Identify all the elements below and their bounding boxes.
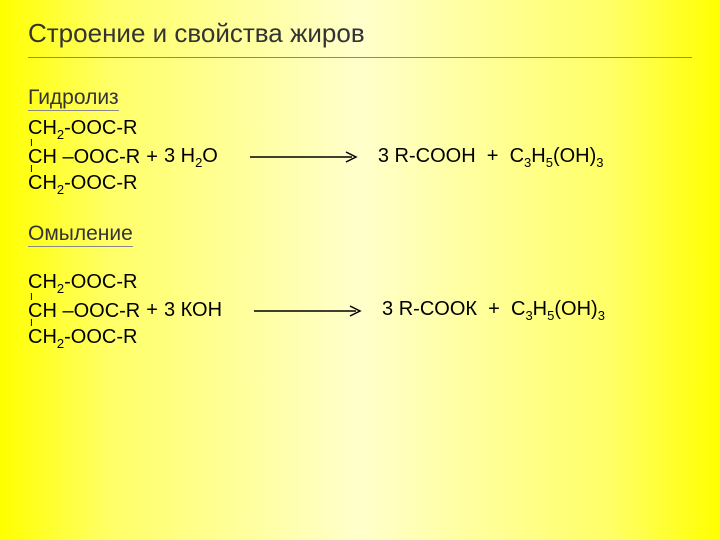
triglyceride: CH2-OOC-R I CH –OOC-R I CH2-OOC-R — [28, 271, 140, 352]
triglyceride-line1: CH2-OOC-R — [28, 271, 140, 296]
hydrolysis-products: 3 R-COOH + C3H5(OH)3 — [378, 145, 604, 170]
reagent-koh: 3 КОН — [164, 299, 222, 322]
triglyceride: CH2-OOC-R I CH –OOC-R I CH2-OOC-R — [28, 117, 140, 198]
title-underline — [28, 57, 692, 58]
plus-sign: + — [146, 299, 158, 322]
triglyceride-line2: CH –OOC-R — [28, 146, 140, 168]
reaction-arrow-icon — [254, 305, 364, 317]
reaction-arrow-icon — [250, 151, 360, 163]
saponification-products: 3 R-COOК + C3H5(OH)3 — [382, 298, 605, 323]
reagent-water: 3 H2O — [164, 145, 218, 170]
triglyceride-line3: CH2-OOC-R — [28, 326, 140, 351]
saponification-reaction: CH2-OOC-R I CH –OOC-R I CH2-OOC-R + 3 КО… — [28, 271, 692, 352]
saponification-section: Омыление CH2-OOC-R I CH –OOC-R I CH2-OOC… — [28, 222, 692, 352]
slide-title: Строение и свойства жиров — [28, 18, 692, 49]
saponification-label: Омыление — [28, 222, 133, 247]
hydrolysis-section: Гидролиз CH2-OOC-R I CH –OOC-R I CH2-OOC… — [28, 86, 692, 198]
hydrolysis-reaction: CH2-OOC-R I CH –OOC-R I CH2-OOC-R + 3 H2… — [28, 117, 692, 198]
triglyceride-line3: CH2-OOC-R — [28, 172, 140, 197]
plus-sign: + — [146, 146, 158, 169]
triglyceride-line2: CH –OOC-R — [28, 300, 140, 322]
triglyceride-line1: CH2-OOC-R — [28, 117, 140, 142]
hydrolysis-label: Гидролиз — [28, 86, 119, 111]
